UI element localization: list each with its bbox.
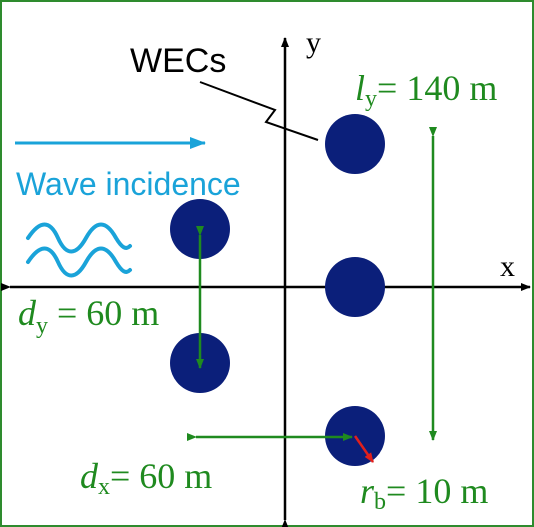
wave-incidence-label: Wave incidence [16, 166, 241, 202]
y-axis-label: y [306, 26, 321, 59]
wecs-label: WECs [130, 42, 226, 80]
dx-label: dx= 60 m [80, 456, 212, 500]
wecs-pointer [199, 81, 319, 141]
dy-label: dy = 60 m [18, 293, 159, 339]
wec-buoy-2 [325, 257, 385, 317]
radius-line [353, 435, 375, 463]
rb-label: rb= 10 m [360, 471, 488, 515]
ly-label: ly= 140 m [355, 68, 497, 112]
wec-buoy-1 [325, 114, 385, 174]
wave-icon [26, 222, 132, 278]
x-axis-label: x [500, 250, 515, 283]
